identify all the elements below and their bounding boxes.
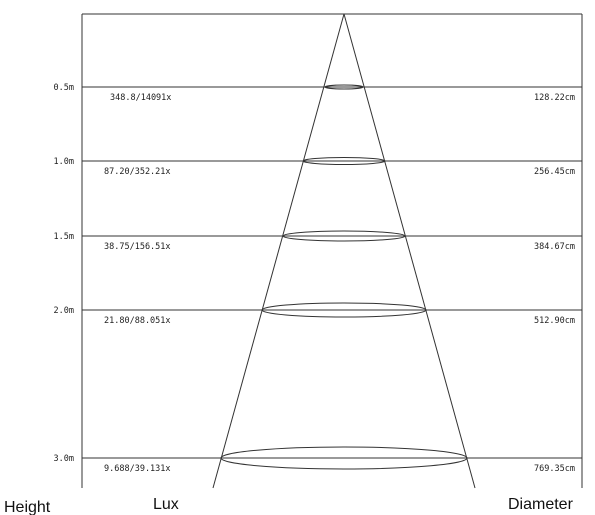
diameter-value: 512.90cm (534, 316, 575, 326)
height-label: Height (4, 499, 51, 515)
lux-value: 348.8/14091x (110, 93, 171, 103)
beam-ellipse (302, 157, 386, 165)
height-value: 3.0m (54, 454, 74, 464)
cone-right-edge (343, 13, 476, 489)
lux-label: Lux (153, 496, 179, 513)
height-value: 1.0m (54, 157, 74, 167)
diameter-value: 769.35cm (534, 464, 575, 474)
beam-ellipse (282, 230, 406, 242)
height-value: 2.0m (54, 306, 74, 316)
lux-value: 87.20/352.21x (104, 167, 171, 177)
lux-value: 9.688/39.131x (104, 464, 171, 474)
diameter-value: 256.45cm (534, 167, 575, 177)
diameter-value: 128.22cm (534, 93, 575, 103)
diameter-value: 384.67cm (534, 242, 575, 252)
height-value: 1.5m (54, 232, 74, 242)
beam-ellipse (220, 446, 468, 470)
beam-ellipse (324, 84, 364, 90)
diameter-label: Diameter (508, 496, 574, 513)
lux-value: 21.80/88.051x (104, 316, 171, 326)
beam-ellipse (261, 302, 427, 318)
height-value: 0.5m (54, 83, 74, 93)
lux-value: 38.75/156.51x (104, 242, 171, 252)
cone-left-edge (212, 13, 345, 489)
